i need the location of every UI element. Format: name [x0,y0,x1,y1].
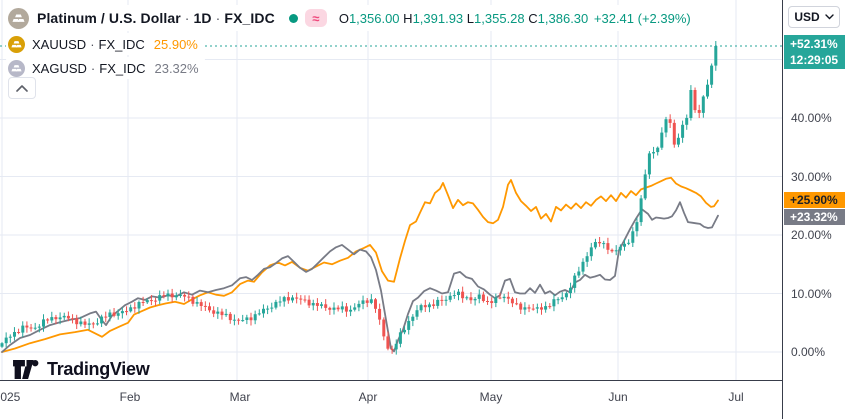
platinum-symbol-icon [8,7,29,29]
market-status-icon[interactable] [288,13,298,23]
current-price-badge: +52.31% 12:29:05 [784,34,845,69]
countdown-timer: 12:29:05 [790,52,839,67]
tradingview-logo-icon [13,360,39,379]
compare-row-xauusd[interactable]: XAUUSD · FX_IDC 25.90% [6,33,204,55]
price-scale-label: 0.00% [791,345,826,359]
gold-symbol-icon [8,35,25,53]
currency-dropdown[interactable]: USD [788,6,840,28]
change-value: +32.41 (+2.39%) [593,10,691,26]
time-axis-label: Feb [119,390,141,404]
compare-symbol-label[interactable]: XAGUSD · FX_IDC [32,60,146,76]
time-axis-label: 2025 [0,390,21,404]
legend: Platinum / U.S. Dollar · 1D · FX_IDC ≈ O1,35… [6,5,697,79]
chevron-down-icon [824,14,834,20]
time-axis-label: May [479,390,503,404]
time-axis-label: Mar [229,390,251,404]
tradingview-logo[interactable]: TradingView [13,359,150,380]
delayed-data-badge[interactable]: ≈ [304,9,327,27]
tradingview-logo-text: TradingView [47,359,150,379]
price-scale[interactable]: USD 40.00% 30.00% 20.00% 10.00% 0.00% +52.31… [782,0,845,419]
price-scale-label: 40.00% [791,111,832,125]
price-scale-label: 30.00% [791,169,832,184]
symbol-title[interactable]: Platinum / U.S. Dollar · 1D · FX_IDC [37,10,275,26]
gold-price-badge: +25.90% [784,192,845,209]
price-scale-label: 10.00% [791,286,832,301]
silver-price-badge: +23.32% [784,208,845,225]
silver-symbol-icon [8,59,25,77]
time-axis-label: Jul [728,390,744,404]
compare-row-xagusd[interactable]: XAGUSD · FX_IDC 23.32% [6,57,205,79]
time-axis-label: Apr [358,390,378,404]
price-scale-label: 20.00% [791,228,832,242]
time-axis-label: Jun [608,390,628,404]
compare-symbol-label[interactable]: XAUUSD · FX_IDC [32,36,145,52]
ohlc-values: O1,356.00 H1,391.93 L1,355.28 C1,386.30 … [338,10,691,26]
legend-collapse-button[interactable] [8,77,36,99]
main-symbol-row[interactable]: Platinum / U.S. Dollar · 1D · FX_IDC ≈ O1,35… [6,5,697,31]
compare-symbol-value: 25.90% [153,36,198,52]
chevron-up-icon [16,84,28,92]
compare-symbol-value: 23.32% [154,60,199,76]
time-axis[interactable]: 2025 Feb Mar Apr May Jun Jul [0,380,845,419]
